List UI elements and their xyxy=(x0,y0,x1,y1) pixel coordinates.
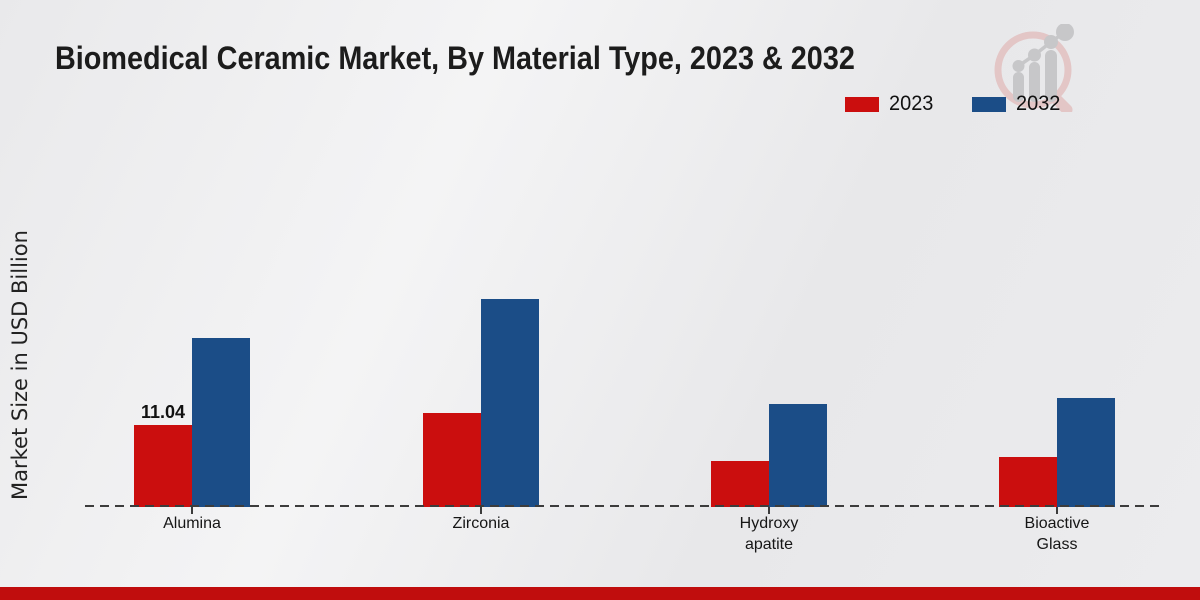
chart-legend: 2023 2032 xyxy=(845,92,1062,116)
bar-2023-hydroxy-apatite xyxy=(711,461,769,507)
bar-value-label: 11.04 xyxy=(140,402,186,422)
x-axis-tick xyxy=(1056,507,1058,514)
legend-item-2023: 2023 xyxy=(845,92,936,116)
legend-swatch-2032-icon xyxy=(971,96,1006,112)
category-label: Hydroxy apatite xyxy=(739,515,799,553)
bottom-accent-bar xyxy=(0,587,1200,600)
category-label: Alumina xyxy=(163,515,221,532)
legend-swatch-2023-icon xyxy=(845,96,879,112)
x-axis-tick xyxy=(480,507,482,514)
bar-2023-bioactive-glass xyxy=(999,457,1057,507)
x-axis-tick xyxy=(191,507,193,514)
legend-item-2032: 2032 xyxy=(971,92,1063,116)
category-label: Zirconia xyxy=(452,515,510,532)
category-label: Bioactive Glass xyxy=(1024,515,1090,553)
bar-2032-zirconia xyxy=(481,299,539,507)
x-axis-line xyxy=(85,505,1163,507)
x-axis-tick xyxy=(768,507,770,514)
bar-2032-alumina xyxy=(192,338,250,507)
chart-title: Biomedical Ceramic Market, By Material T… xyxy=(55,40,855,76)
legend-label-2032: 2032 xyxy=(1015,92,1061,115)
bar-2032-hydroxy-apatite xyxy=(769,404,827,507)
bar-2023-alumina xyxy=(134,425,192,507)
brand-watermark-icon xyxy=(994,24,1074,112)
bar-2032-bioactive-glass xyxy=(1057,398,1115,507)
bar-2023-zirconia xyxy=(423,413,481,507)
legend-label-2023: 2023 xyxy=(889,92,934,115)
